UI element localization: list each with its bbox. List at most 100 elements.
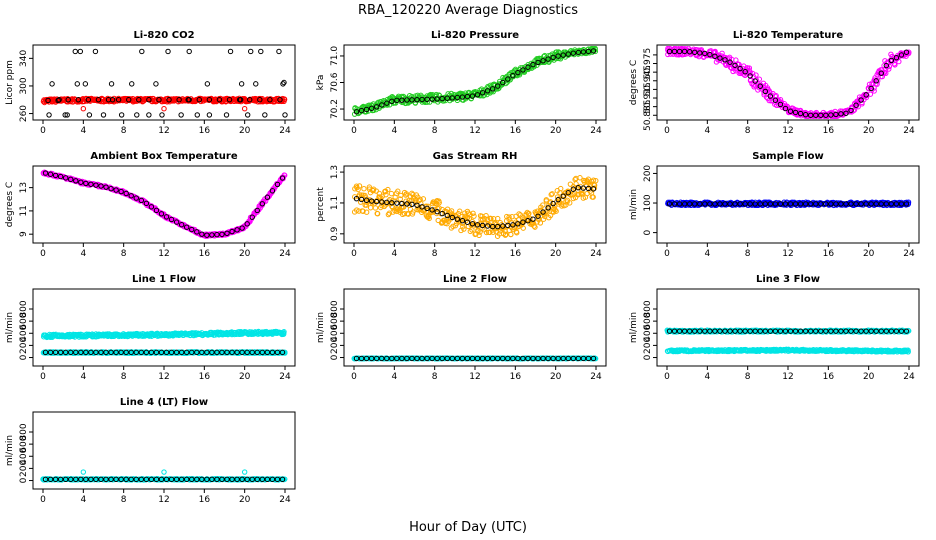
mean-point — [505, 76, 511, 82]
mean-point — [42, 349, 49, 356]
mean-point — [848, 201, 854, 207]
y-tick-label: 260 — [19, 105, 29, 122]
y-tick-label: 50.885 — [643, 100, 653, 131]
data-point — [238, 81, 245, 87]
mean-point — [62, 349, 69, 356]
x-tick-label: 8 — [745, 372, 751, 382]
y-tick-label: 70.6 — [330, 72, 340, 92]
band-point — [548, 191, 554, 198]
mean-point — [409, 201, 415, 208]
mean-point — [585, 355, 592, 362]
mean-point — [737, 201, 743, 207]
mean-point — [898, 201, 905, 207]
mean-point — [676, 48, 683, 55]
x-tick-label: 4 — [80, 126, 86, 136]
mean-point — [434, 355, 440, 362]
mean-point — [363, 106, 370, 113]
band-point — [531, 223, 537, 229]
mean-point — [264, 349, 271, 356]
mean-point — [580, 49, 587, 55]
data-point — [115, 97, 122, 103]
mean-point — [681, 48, 688, 55]
mean-point — [153, 349, 160, 356]
mean-point — [209, 232, 215, 238]
band-point — [761, 90, 767, 96]
band-point — [410, 191, 416, 198]
x-tick-label: 24 — [903, 249, 915, 259]
y-axis-label: percent — [316, 187, 326, 222]
data-point — [64, 112, 70, 118]
x-tick-label: 0 — [40, 249, 46, 259]
mean-point — [893, 55, 900, 61]
band-point — [385, 211, 392, 218]
series-layer — [665, 199, 912, 209]
band-point — [753, 77, 760, 83]
series-layer — [40, 48, 288, 118]
panel-title: Gas Stream RH — [433, 151, 518, 162]
mean-point — [878, 201, 884, 207]
band-point — [850, 107, 857, 114]
x-tick-label: 20 — [239, 249, 251, 259]
panel-title: Li-820 Pressure — [431, 30, 519, 41]
mean-point — [479, 222, 486, 229]
mean-point — [459, 218, 466, 224]
band-point — [874, 81, 880, 87]
x-tick-label: 20 — [550, 372, 562, 382]
data-point — [85, 97, 92, 103]
x-tick-label: 8 — [121, 249, 127, 259]
mean-point — [259, 349, 266, 356]
mean-point — [873, 78, 879, 84]
mean-point — [209, 349, 215, 356]
y-tick-label: 340 — [19, 49, 29, 66]
mean-point — [449, 214, 456, 221]
x-tick-label: 16 — [510, 249, 522, 259]
data-point — [194, 112, 200, 118]
x-tick-label: 0 — [351, 126, 357, 136]
mean-point — [575, 185, 582, 191]
data-point — [49, 81, 55, 87]
data-point — [146, 112, 152, 118]
mean-point — [565, 51, 571, 57]
data-point — [277, 97, 283, 103]
mean-point — [459, 355, 466, 362]
data-point — [159, 112, 165, 118]
mean-point — [580, 185, 587, 191]
mean-point — [424, 96, 430, 103]
mean-point — [178, 222, 185, 228]
mean-point — [676, 201, 683, 207]
mean-point — [113, 187, 119, 193]
mean-point — [585, 48, 592, 55]
mean-point — [883, 201, 890, 207]
data-point — [156, 97, 162, 103]
band-point — [896, 58, 902, 65]
mean-point — [113, 349, 119, 356]
mean-point — [686, 201, 693, 207]
mean-point — [199, 231, 205, 237]
mean-point — [244, 349, 250, 356]
mean-point — [439, 355, 445, 362]
band-point — [436, 198, 442, 204]
mean-point — [444, 212, 450, 219]
mean-point — [358, 196, 365, 203]
mean-point — [399, 355, 405, 362]
band-point — [549, 191, 555, 197]
mean-point — [838, 201, 844, 207]
mean-point — [858, 201, 864, 207]
mean-point — [722, 201, 728, 207]
mean-point — [368, 198, 375, 204]
mean-point — [525, 64, 531, 70]
mean-point — [823, 112, 829, 118]
mean-point — [525, 355, 531, 362]
mean-point — [671, 48, 678, 55]
mean-point — [666, 48, 673, 55]
mean-point — [459, 94, 466, 100]
data-point — [129, 81, 135, 87]
data-point — [134, 112, 140, 118]
mean-point — [219, 231, 225, 238]
x-tick-label: 20 — [863, 126, 875, 136]
mean-point — [762, 201, 769, 207]
y-tick-label: 11 — [19, 205, 29, 216]
x-tick-label: 20 — [239, 126, 251, 136]
mean-point — [424, 355, 430, 362]
mean-point — [505, 222, 511, 229]
